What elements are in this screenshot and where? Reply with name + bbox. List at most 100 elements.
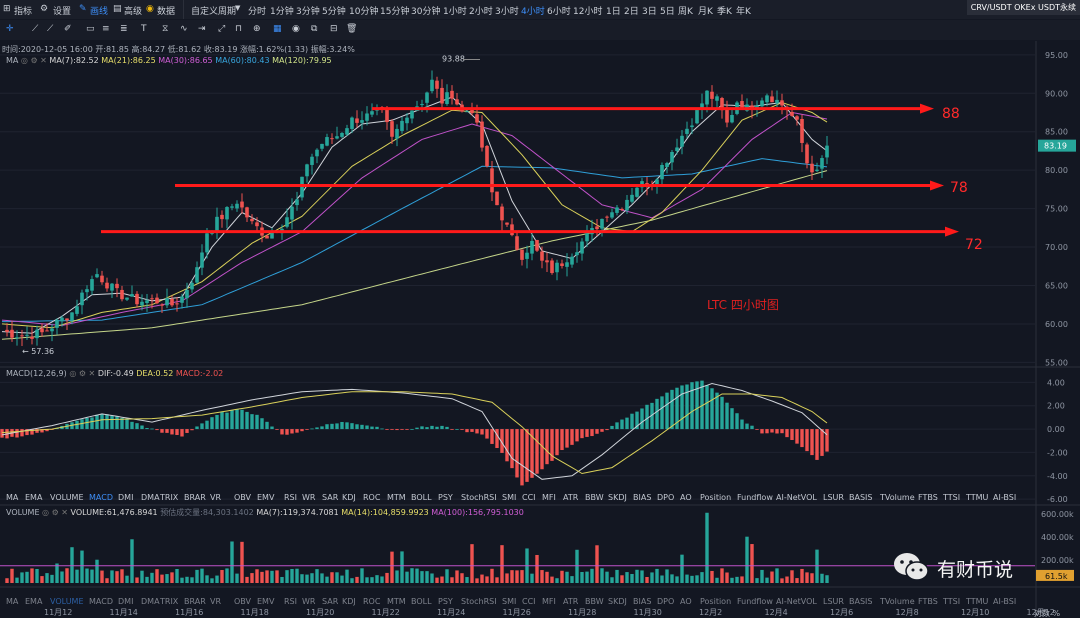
indicator-tab[interactable]: WR <box>302 493 316 502</box>
indicator-tab[interactable]: MTM <box>387 597 406 606</box>
indicator-tab[interactable]: Fundflow <box>737 597 773 606</box>
period-5m[interactable]: 5分钟 <box>322 7 346 17</box>
indicator-tab[interactable]: DPO <box>657 597 675 606</box>
indicator-tab[interactable]: EMA <box>25 597 43 606</box>
period-2h[interactable]: 2小时 <box>469 7 493 17</box>
indicator-tab[interactable]: BBW <box>585 493 604 502</box>
indicator-tab[interactable]: ATR <box>563 597 579 606</box>
indicator-tab[interactable]: VOLUME <box>50 493 84 502</box>
indicator-tab[interactable]: TRIX <box>160 597 179 606</box>
log-toggle[interactable]: 对数 <box>1034 609 1050 618</box>
period-3d[interactable]: 3日 <box>642 7 657 17</box>
eye-icon[interactable]: ◎ ⚙ ✕ <box>20 56 47 65</box>
magnet-icon[interactable]: ⊓ <box>235 24 243 34</box>
pen-tool-icon[interactable]: ✐ <box>64 24 72 34</box>
indicator-tab[interactable]: MACD <box>89 597 113 606</box>
shape-tool-icon[interactable]: ≣ <box>120 24 128 34</box>
indicator-tab[interactable]: DMI <box>118 493 134 502</box>
eye-icon[interactable]: ◉ <box>292 24 300 34</box>
indicator-tab[interactable]: AI-NetVOL <box>776 597 817 606</box>
indicator-tab[interactable]: VR <box>210 493 222 502</box>
period-12h[interactable]: 12小时 <box>573 7 603 17</box>
indicator-tab[interactable]: VOLUME <box>50 597 84 606</box>
indicator-tab[interactable]: EMV <box>257 493 275 502</box>
indicator-tab[interactable]: SMI <box>502 597 517 606</box>
indicator-tab[interactable]: TVolume <box>880 597 915 606</box>
menu-tool-icon[interactable]: ≡ <box>102 24 110 34</box>
draw-icon[interactable]: ✎ <box>79 4 87 14</box>
period-month[interactable]: 月K <box>698 7 713 17</box>
line-tool-icon[interactable]: ⟋ <box>32 24 39 34</box>
indicator-tab[interactable]: DMA <box>141 493 160 502</box>
toolbar-item-data[interactable]: 数据 <box>157 7 176 17</box>
indicator-tab[interactable]: BBW <box>585 597 604 606</box>
indicator-tab[interactable]: PSY <box>438 597 453 606</box>
indicator-tab[interactable]: KDJ <box>342 493 356 502</box>
text-tool-icon[interactable]: T <box>141 24 147 34</box>
indicator-tab[interactable]: StochRSI <box>461 597 497 606</box>
trash-icon[interactable]: 🗑 <box>346 24 358 34</box>
toolbar-item-settings[interactable]: 设置 <box>53 7 72 17</box>
indicator-tab[interactable]: MFI <box>542 597 556 606</box>
data-icon[interactable]: ◉ <box>146 4 154 14</box>
toolbar-item-indicator[interactable]: 指标 <box>14 7 33 17</box>
indicator-tab[interactable]: OBV <box>234 493 252 502</box>
indicator-tab[interactable]: AI-BSI <box>993 597 1017 606</box>
indicator-tab[interactable]: AO <box>680 493 692 502</box>
indicator-tab[interactable]: TRIX <box>160 493 179 502</box>
indicator-tab[interactable]: MFI <box>542 493 556 502</box>
indicator-tab[interactable]: BRAR <box>184 597 206 606</box>
indicator-tab[interactable]: MA <box>6 493 19 502</box>
grid-icon[interactable]: ▦ <box>273 24 282 34</box>
indicator-tab[interactable]: TTSI <box>943 493 961 502</box>
period-week[interactable]: 周K <box>678 7 693 17</box>
indicator-tab[interactable]: ROC <box>363 493 381 502</box>
indicator-tab[interactable]: AI-NetVOL <box>776 493 817 502</box>
layers-icon[interactable]: ⊟ <box>330 24 338 34</box>
period-6h[interactable]: 6小时 <box>547 7 571 17</box>
fib-tool-icon[interactable]: ⧖ <box>162 24 169 34</box>
period-year[interactable]: 年K <box>736 7 751 17</box>
indicator-tab[interactable]: CCI <box>522 493 536 502</box>
period-1m[interactable]: 1分钟 <box>270 7 294 17</box>
indicator-tab[interactable]: LSUR <box>823 597 844 606</box>
indicator-tab[interactable]: DMI <box>118 597 134 606</box>
indicator-tab[interactable]: SKDJ <box>608 597 627 606</box>
indicator-tab[interactable]: BIAS <box>633 597 652 606</box>
period-custom[interactable]: 自定义周期 <box>191 7 237 17</box>
toolbar-item-draw[interactable]: 画线 <box>90 7 109 17</box>
period-quarter[interactable]: 季K <box>717 7 732 17</box>
indicator-tab[interactable]: ATR <box>563 493 579 502</box>
chevron-down-icon[interactable]: ▼ <box>235 4 241 12</box>
indicator-tab[interactable]: TTMU <box>966 493 989 502</box>
indicator-tab[interactable]: MACD <box>89 493 113 502</box>
indicator-tab[interactable]: BRAR <box>184 493 206 502</box>
period-2d[interactable]: 2日 <box>624 7 639 17</box>
indicator-tab[interactable]: FTBS <box>918 597 938 606</box>
indicator-tab[interactable]: RSI <box>284 493 297 502</box>
indicator-tab[interactable]: EMA <box>25 493 43 502</box>
indicator-tab[interactable]: TVolume <box>880 493 915 502</box>
period-5d[interactable]: 5日 <box>660 7 675 17</box>
ray-tool-icon[interactable]: ⟋ <box>47 24 54 34</box>
lock-icon[interactable]: ⊕ <box>253 24 261 34</box>
settings-icon[interactable]: ⚙ <box>40 4 49 14</box>
measure-tool-icon[interactable]: ⇥ <box>198 24 206 34</box>
percent-toggle[interactable]: % <box>1052 609 1061 618</box>
period-timeline[interactable]: 分时 <box>248 7 267 17</box>
indicator-tab[interactable]: BIAS <box>633 493 652 502</box>
period-1h[interactable]: 1小时 <box>443 7 467 17</box>
indicator-tab[interactable]: VR <box>210 597 222 606</box>
indicator-tab[interactable]: SAR <box>322 597 339 606</box>
period-4h[interactable]: 4小时 <box>521 7 545 17</box>
indicator-tab[interactable]: OBV <box>234 597 252 606</box>
indicator-tab[interactable]: SAR <box>322 493 339 502</box>
indicator-tab[interactable]: WR <box>302 597 316 606</box>
indicator-tab[interactable]: BASIS <box>849 493 873 502</box>
indicator-tab[interactable]: FTBS <box>918 493 938 502</box>
period-10m[interactable]: 10分钟 <box>349 7 379 17</box>
indicator-tab[interactable]: BOLL <box>411 493 432 502</box>
indicator-tab[interactable]: Position <box>700 597 732 606</box>
indicator-tab[interactable]: BOLL <box>411 597 432 606</box>
